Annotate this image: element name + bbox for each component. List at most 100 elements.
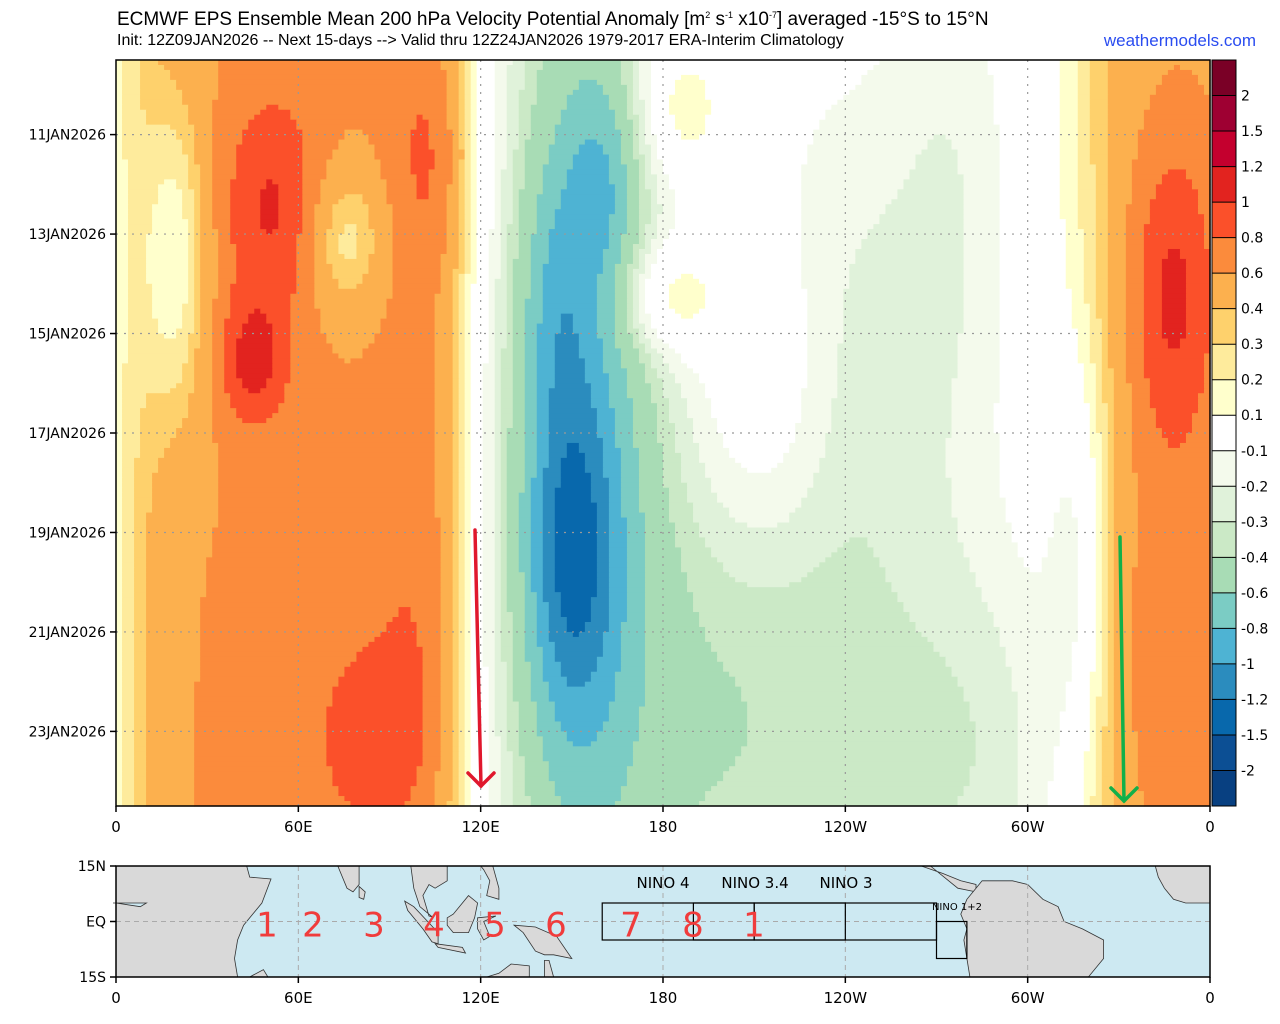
field-cell xyxy=(663,204,676,210)
field-cell xyxy=(1143,358,1205,364)
field-cell xyxy=(134,721,147,728)
field-cell xyxy=(194,731,327,737)
field-cell xyxy=(512,413,526,419)
field-cell xyxy=(957,676,1013,683)
field-cell xyxy=(434,358,454,364)
field-cell xyxy=(1095,741,1103,747)
field-cell xyxy=(632,403,658,409)
field-cell xyxy=(795,437,826,444)
field-cell xyxy=(116,696,123,703)
field-cell xyxy=(675,204,802,210)
field-cell xyxy=(458,169,466,175)
field-cell xyxy=(554,497,592,504)
field-cell xyxy=(506,661,514,668)
field-cell xyxy=(422,671,442,678)
field-cell xyxy=(176,383,195,389)
field-cell xyxy=(434,512,454,519)
field-cell xyxy=(614,418,634,424)
field-cell xyxy=(458,194,466,200)
field-cell xyxy=(458,64,466,71)
field-cell xyxy=(458,403,466,409)
field-cell xyxy=(807,363,838,369)
field-cell xyxy=(608,602,628,608)
field-cell xyxy=(1101,442,1109,449)
field-cell xyxy=(290,293,315,300)
field-cell xyxy=(494,179,502,185)
field-cell xyxy=(1095,368,1103,374)
field-cell xyxy=(1137,144,1211,151)
field-cell xyxy=(452,333,460,340)
field-cell xyxy=(440,631,454,638)
field-cell xyxy=(218,442,436,449)
field-cell xyxy=(1089,338,1103,345)
field-cell xyxy=(194,323,201,330)
field-cell xyxy=(542,298,598,305)
field-cell xyxy=(116,646,123,653)
field-cell xyxy=(1101,621,1109,628)
field-cell xyxy=(500,239,508,245)
field-cell xyxy=(434,388,454,394)
field-cell xyxy=(548,462,562,469)
field-cell xyxy=(638,711,748,718)
field-cell xyxy=(963,323,1001,330)
field-cell xyxy=(1089,403,1097,409)
field-cell xyxy=(644,293,670,300)
field-cell xyxy=(1089,84,1109,91)
field-cell xyxy=(188,104,213,111)
field-cell xyxy=(1089,353,1103,359)
field-cell xyxy=(482,636,496,643)
field-cell xyxy=(146,597,201,603)
field-cell xyxy=(542,278,598,285)
brand-link[interactable]: weathermodels.com xyxy=(1103,31,1256,50)
field-cell xyxy=(506,69,526,76)
field-cell xyxy=(194,383,213,389)
field-cell xyxy=(1101,368,1115,374)
field-cell xyxy=(134,651,147,658)
field-cell xyxy=(494,104,508,111)
field-cell xyxy=(644,303,670,310)
field-cell xyxy=(476,253,490,260)
field-cell xyxy=(1095,502,1103,509)
field-cell xyxy=(278,204,303,210)
field-cell xyxy=(524,423,538,429)
field-cell xyxy=(650,268,802,275)
field-cell xyxy=(506,258,514,265)
field-cell xyxy=(1107,303,1127,310)
field-cell xyxy=(1107,224,1127,230)
field-cell xyxy=(524,144,550,151)
field-cell xyxy=(675,428,694,434)
field-cell xyxy=(506,716,520,723)
field-cell xyxy=(464,149,472,156)
field-cell xyxy=(1089,79,1109,86)
field-cell xyxy=(614,328,628,335)
field-cell xyxy=(302,179,321,185)
field-cell xyxy=(470,164,478,171)
field-cell xyxy=(482,656,496,663)
field-cell xyxy=(422,676,442,683)
field-cell xyxy=(1077,582,1097,588)
field-cell xyxy=(1011,671,1073,678)
field-cell xyxy=(747,716,971,723)
field-cell xyxy=(116,199,129,205)
field-cell xyxy=(687,582,748,588)
field-cell xyxy=(380,631,418,638)
field-cell xyxy=(1065,681,1091,688)
field-cell xyxy=(500,512,508,519)
field-cell xyxy=(1161,278,1187,285)
field-cell xyxy=(1101,333,1109,340)
field-cell xyxy=(170,388,195,394)
field-cell xyxy=(1203,89,1211,96)
field-cell xyxy=(1089,686,1103,693)
field-cell xyxy=(1131,418,1157,424)
field-cell xyxy=(1125,258,1145,265)
field-cell xyxy=(921,631,1001,638)
field-cell xyxy=(1131,621,1211,628)
field-cell xyxy=(1125,244,1145,250)
field-cell xyxy=(122,423,141,429)
field-cell xyxy=(596,666,622,673)
field-cell xyxy=(386,189,418,195)
field-cell xyxy=(1101,651,1109,658)
field-cell xyxy=(608,701,646,708)
field-cell xyxy=(554,537,598,544)
field-cell xyxy=(566,626,586,633)
